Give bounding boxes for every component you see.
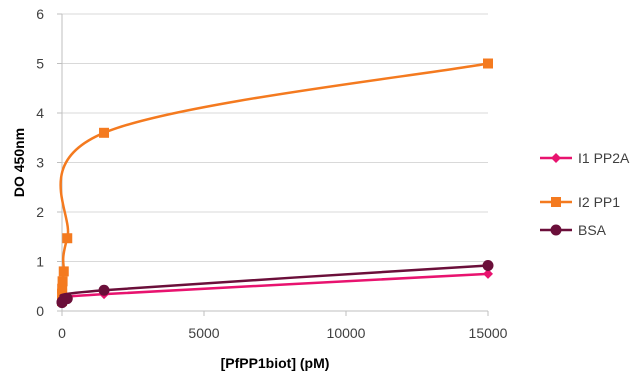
- data-point: [62, 233, 73, 244]
- series-line: [59, 62, 489, 302]
- y-tick-label: 4: [36, 105, 44, 121]
- legend-marker: [551, 153, 561, 163]
- x-tick-labels: 0 5000 10000 15000: [58, 325, 508, 341]
- legend-marker: [550, 224, 562, 236]
- y-tick-label: 6: [36, 6, 44, 22]
- data-point: [57, 276, 68, 287]
- data-point: [99, 127, 110, 138]
- x-tick-label: 10000: [327, 325, 366, 341]
- axes: [57, 13, 489, 316]
- legend-item: BSA: [540, 222, 607, 238]
- legend-label: BSA: [578, 222, 607, 238]
- legend-label: I2 PP1: [578, 194, 620, 210]
- gridlines: [62, 13, 488, 262]
- legend-item: I1 PP2A: [540, 150, 630, 166]
- legend: I1 PP2A I2 PP1 BSA: [540, 150, 630, 238]
- x-tick-label: 0: [58, 325, 66, 341]
- data-point: [98, 284, 110, 296]
- series-bsa: [56, 259, 494, 309]
- y-tick-label: 3: [36, 155, 44, 171]
- data-point: [57, 283, 68, 294]
- y-tick-label: 5: [36, 56, 44, 72]
- legend-label: I1 PP2A: [578, 150, 630, 166]
- series-layer: [56, 58, 494, 309]
- y-tick-labels: 0 1 2 3 4 5 6: [36, 6, 44, 319]
- legend-item: I2 PP1: [540, 194, 620, 210]
- data-point: [483, 268, 493, 279]
- data-point: [482, 259, 494, 271]
- data-point: [483, 58, 493, 69]
- y-tick-label: 1: [36, 254, 44, 270]
- data-point: [61, 293, 73, 305]
- y-tick-label: 2: [36, 204, 44, 220]
- data-point: [58, 266, 69, 277]
- x-tick-label: 15000: [469, 325, 508, 341]
- y-axis-title: DO 450nm: [11, 128, 27, 197]
- x-axis-title: [PfPP1biot] (pM): [221, 355, 330, 371]
- y-tick-label: 0: [36, 303, 44, 319]
- x-tick-label: 5000: [188, 325, 219, 341]
- legend-marker: [551, 197, 561, 207]
